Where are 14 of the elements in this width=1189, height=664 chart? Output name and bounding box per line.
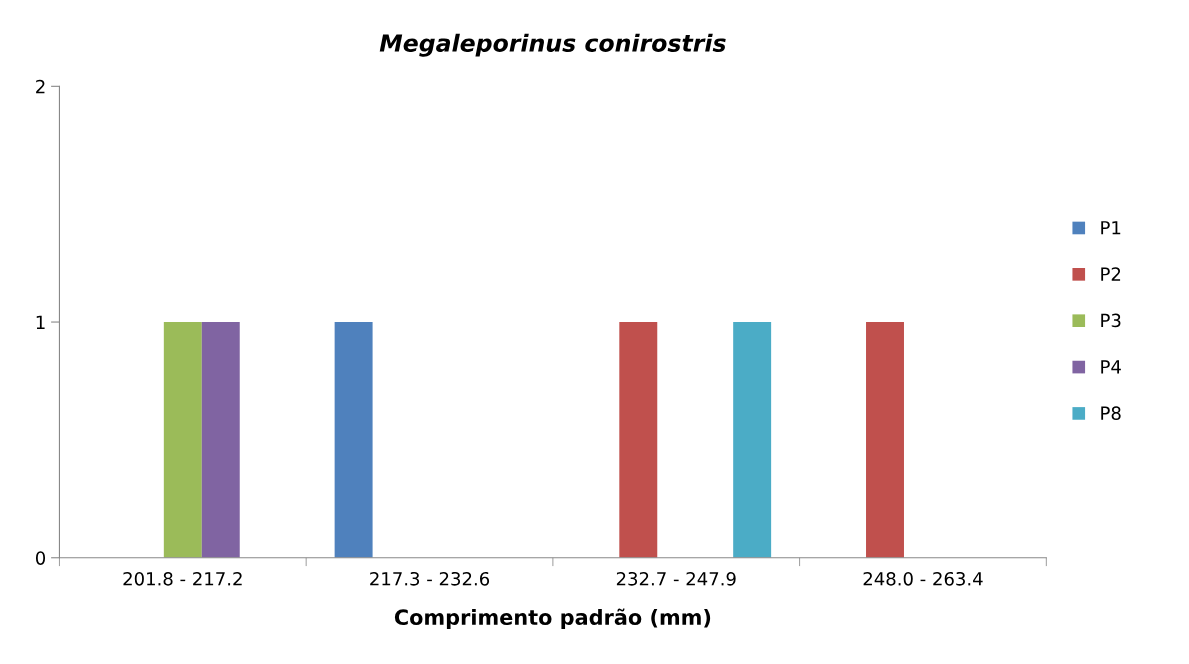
legend-label: P3 (1101, 313, 1121, 328)
legend-label: P4 (1101, 360, 1121, 374)
legend-label: P2 (1101, 267, 1121, 281)
y-tick-label: 2 (36, 79, 45, 94)
x-tick-label: 232.7 - 247.9 (616, 571, 736, 586)
y-tick-label: 0 (35, 551, 46, 565)
y-tick-label: 1 (36, 315, 45, 329)
legend-label: P8 (1101, 406, 1121, 421)
chart-title: Megaleporinus conirostris (379, 33, 726, 57)
x-tick-label: 201.8 - 217.2 (123, 571, 242, 586)
legend-label: P1 (1101, 221, 1121, 235)
x-tick-label: 248.0 - 263.4 (863, 571, 983, 586)
x-axis-title: Comprimento padrão (mm) (394, 608, 711, 630)
x-tick-label: 217.3 - 232.6 (370, 571, 490, 586)
